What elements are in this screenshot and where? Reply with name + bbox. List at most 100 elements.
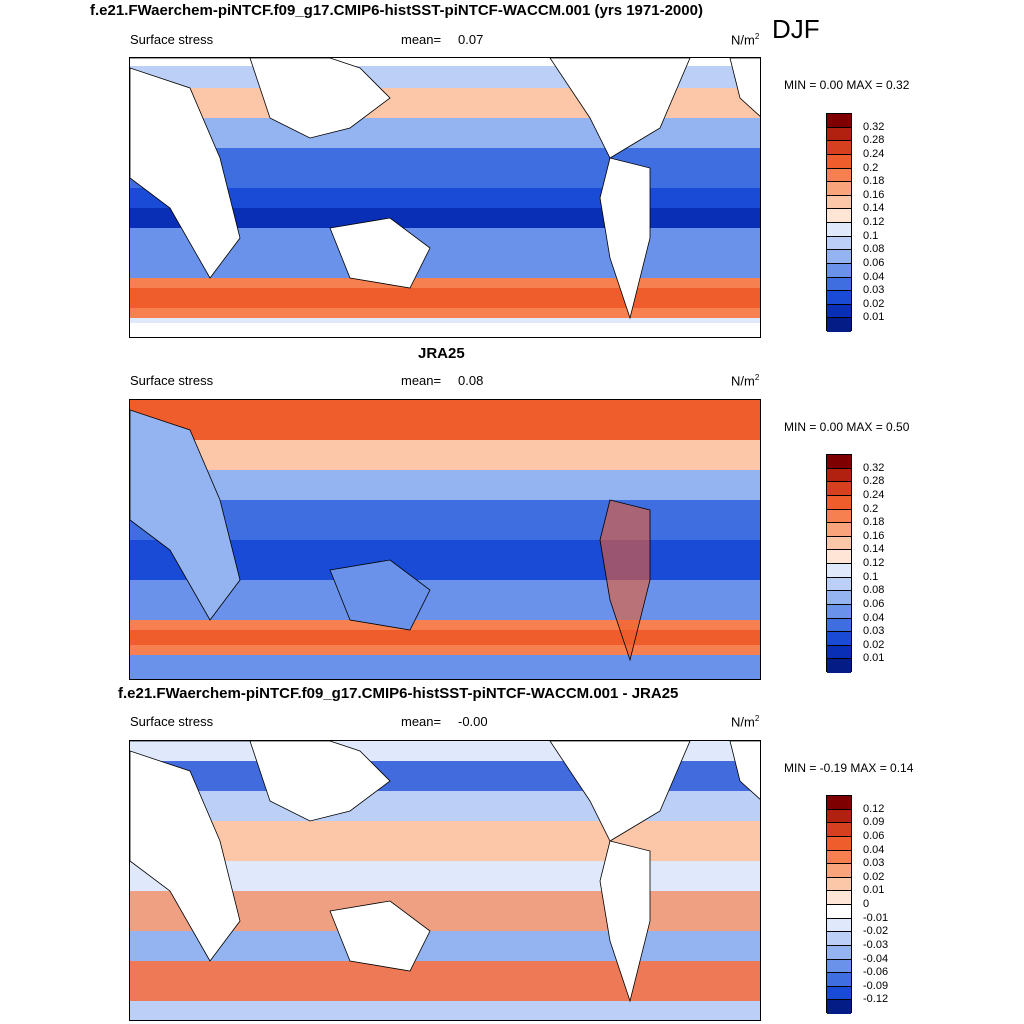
colorbar-tick-label: 0.06 — [863, 597, 885, 610]
panel-1-mean-value: 0.07 — [458, 32, 484, 47]
colorbar-segment — [827, 836, 851, 851]
colorbar-tick-label: 0.18 — [863, 516, 885, 529]
colorbar-segment — [827, 263, 851, 278]
panel-3-mean-value: -0.00 — [458, 714, 488, 729]
colorbar-tick-label: 0.08 — [863, 243, 885, 256]
panel-2-mean-label: mean= — [401, 373, 442, 388]
colorbar-tick-label: 0.14 — [863, 202, 885, 215]
panel-3-unit-text: N/m — [731, 714, 755, 730]
colorbar-segment — [827, 536, 851, 551]
colorbar-tick-label: 0.04 — [863, 270, 885, 283]
colorbar-segment — [827, 823, 851, 837]
panel-3-unit-exp: 2 — [754, 714, 760, 723]
colorbar-segment — [827, 318, 851, 332]
colorbar-tick-label: 0.06 — [863, 256, 885, 269]
colorbar-segment — [827, 468, 851, 483]
colorbar-segment — [827, 591, 851, 605]
colorbar-segment — [827, 455, 851, 469]
colorbar-segment — [827, 891, 851, 905]
colorbar-tick-label: 0.02 — [863, 297, 885, 310]
panel-2-map — [129, 399, 761, 680]
panel-2-unit-text: N/m — [731, 373, 755, 389]
colorbar-tick-label: 0.16 — [863, 188, 885, 201]
colorbar-tick-label: 0.03 — [863, 857, 885, 870]
colorbar-segment — [827, 850, 851, 865]
panel-2-colorbar — [826, 454, 852, 673]
panel-3-unit: N/m2 — [731, 714, 759, 729]
colorbar-segment — [827, 632, 851, 646]
panel-2-map-svg — [130, 400, 760, 679]
panel-1-map-svg — [130, 58, 760, 337]
colorbar-tick-label: -0.01 — [863, 911, 889, 924]
colorbar-tick-label: 0.1 — [863, 229, 879, 242]
colorbar-tick-label: 0.01 — [863, 884, 885, 897]
colorbar-tick-label: 0.2 — [863, 161, 879, 174]
colorbar-segment — [827, 114, 851, 128]
colorbar-tick-label: -0.04 — [863, 952, 889, 965]
colorbar-tick-label: 0.08 — [863, 584, 885, 597]
colorbar-tick-label: 0.03 — [863, 284, 885, 297]
colorbar-tick-label: 0.2 — [863, 502, 879, 515]
colorbar-segment — [827, 945, 851, 960]
colorbar-tick-label: 0 — [863, 898, 870, 910]
colorbar-tick-label: -0.09 — [863, 979, 889, 992]
colorbar-tick-label: -0.12 — [863, 993, 889, 1006]
colorbar-tick-label: 0.12 — [863, 802, 885, 815]
colorbar-tick-label: 0.06 — [863, 829, 885, 842]
panel-1-unit: N/m2 — [731, 32, 759, 47]
colorbar-segment — [827, 905, 851, 919]
colorbar-segment — [827, 250, 851, 264]
colorbar-segment — [827, 304, 851, 319]
panel-3-title: f.e21.FWaerchem-piNTCF.f09_g17.CMIP6-his… — [118, 685, 679, 702]
panel-3-min-max: MIN = -0.19 MAX = 0.14 — [784, 761, 914, 775]
panel-1-unit-text: N/m — [731, 32, 755, 48]
panel-1-variable-label: Surface stress — [130, 32, 214, 47]
panel-1-title: f.e21.FWaerchem-piNTCF.f09_g17.CMIP6-his… — [90, 2, 703, 19]
colorbar-tick-label: 0.09 — [863, 816, 885, 829]
colorbar-tick-label: 0.12 — [863, 557, 885, 569]
panel-3-colorbar — [826, 795, 852, 1014]
colorbar-segment — [827, 932, 851, 946]
panel-1-map — [129, 57, 761, 338]
panel-3-map — [129, 740, 761, 1021]
colorbar-tick-label: 0.24 — [863, 147, 885, 160]
colorbar-segment — [827, 195, 851, 210]
colorbar-segment — [827, 877, 851, 892]
colorbar-segment — [827, 959, 851, 974]
colorbar-segment — [827, 223, 851, 237]
colorbar-segment — [827, 564, 851, 578]
colorbar-tick-label: 0.24 — [863, 488, 885, 501]
colorbar-segment — [827, 1000, 851, 1014]
colorbar-segment — [827, 986, 851, 1001]
colorbar-segment — [827, 659, 851, 673]
colorbar-segment — [827, 182, 851, 196]
colorbar-segment — [827, 550, 851, 564]
colorbar-tick-label: 0.02 — [863, 870, 885, 883]
colorbar-tick-label: 0.32 — [863, 120, 885, 133]
colorbar-tick-label: 0.32 — [863, 461, 885, 474]
panel-2-title: JRA25 — [418, 345, 465, 362]
colorbar-segment — [827, 918, 851, 933]
panel-3-mean-label: mean= — [401, 714, 442, 729]
colorbar-segment — [827, 209, 851, 223]
colorbar-tick-label: 0.02 — [863, 638, 885, 651]
colorbar-segment — [827, 973, 851, 987]
panel-2-mean-value: 0.08 — [458, 373, 484, 388]
panel-3-map-svg — [130, 741, 760, 1020]
panel-1-min-max: MIN = 0.00 MAX = 0.32 — [784, 78, 910, 92]
colorbar-segment — [827, 809, 851, 824]
colorbar-tick-label: 0.01 — [863, 652, 885, 665]
colorbar-segment — [827, 645, 851, 660]
colorbar-tick-label: 0.28 — [863, 134, 885, 147]
panel-1-colorbar — [826, 113, 852, 332]
colorbar-tick-label: 0.28 — [863, 475, 885, 488]
colorbar-segment — [827, 618, 851, 633]
panel-2-unit: N/m2 — [731, 373, 759, 388]
panel-1-unit-exp: 2 — [754, 32, 760, 41]
colorbar-tick-label: 0.01 — [863, 311, 885, 324]
colorbar-tick-label: 0.03 — [863, 625, 885, 638]
colorbar-segment — [827, 277, 851, 292]
colorbar-segment — [827, 604, 851, 619]
colorbar-segment — [827, 141, 851, 155]
colorbar-tick-label: 0.18 — [863, 175, 885, 188]
